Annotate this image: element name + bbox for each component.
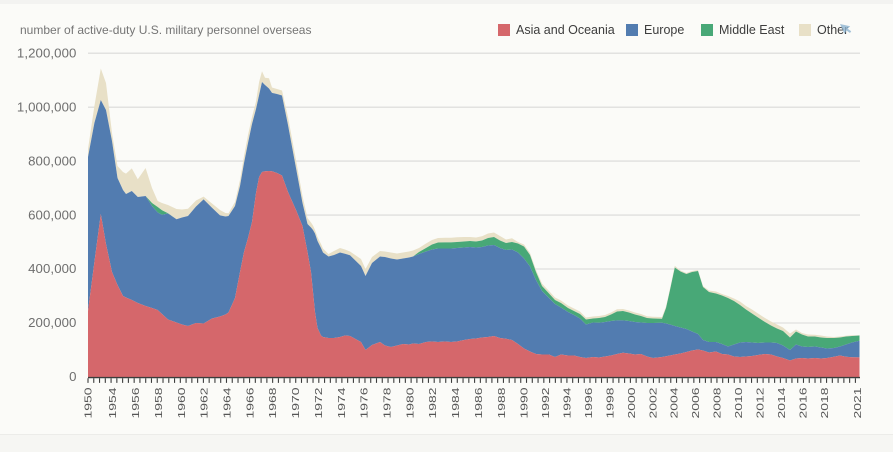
svg-text:400,000: 400,000: [28, 261, 76, 276]
svg-text:1958: 1958: [153, 387, 165, 418]
svg-text:1,200,000: 1,200,000: [17, 45, 77, 60]
svg-text:2018: 2018: [819, 387, 831, 418]
svg-text:1978: 1978: [382, 387, 394, 418]
svg-text:2004: 2004: [669, 387, 681, 418]
svg-text:1994: 1994: [562, 387, 574, 418]
svg-text:2012: 2012: [755, 387, 767, 418]
svg-text:1968: 1968: [267, 387, 279, 418]
svg-text:2016: 2016: [797, 387, 809, 418]
svg-text:1962: 1962: [199, 387, 211, 418]
svg-text:2006: 2006: [690, 387, 702, 418]
svg-text:1970: 1970: [290, 387, 302, 418]
svg-text:800,000: 800,000: [28, 153, 76, 168]
svg-text:1996: 1996: [583, 387, 595, 418]
svg-text:1,000,000: 1,000,000: [17, 99, 77, 114]
svg-text:1984: 1984: [450, 387, 462, 418]
svg-text:1998: 1998: [604, 387, 616, 418]
svg-text:2000: 2000: [626, 387, 638, 418]
svg-text:Middle East: Middle East: [719, 23, 785, 37]
svg-text:1966: 1966: [244, 387, 256, 418]
svg-text:1972: 1972: [313, 387, 325, 418]
svg-text:1982: 1982: [427, 387, 439, 418]
svg-text:1988: 1988: [496, 387, 508, 418]
svg-text:2002: 2002: [647, 387, 659, 418]
svg-text:1964: 1964: [222, 387, 234, 418]
svg-text:1990: 1990: [519, 387, 531, 418]
svg-text:Asia and Oceania: Asia and Oceania: [516, 23, 615, 37]
svg-text:2010: 2010: [733, 387, 745, 418]
svg-text:2021: 2021: [852, 387, 864, 418]
svg-text:1974: 1974: [336, 387, 348, 418]
svg-text:2008: 2008: [712, 387, 724, 418]
svg-text:2014: 2014: [776, 387, 788, 418]
svg-text:1950: 1950: [83, 387, 95, 418]
svg-text:600,000: 600,000: [28, 207, 76, 222]
svg-text:1956: 1956: [130, 387, 142, 418]
svg-text:1986: 1986: [473, 387, 485, 418]
svg-text:200,000: 200,000: [28, 315, 76, 330]
svg-text:1976: 1976: [359, 387, 371, 418]
svg-text:number of active-duty U.S. mil: number of active-duty U.S. military pers…: [20, 23, 311, 37]
svg-text:Other: Other: [817, 23, 848, 37]
svg-text:1954: 1954: [107, 387, 119, 418]
svg-text:1980: 1980: [404, 387, 416, 418]
svg-text:Europe: Europe: [644, 23, 684, 37]
svg-text:1960: 1960: [176, 387, 188, 418]
svg-text:0: 0: [69, 369, 76, 384]
svg-text:1992: 1992: [540, 387, 552, 418]
